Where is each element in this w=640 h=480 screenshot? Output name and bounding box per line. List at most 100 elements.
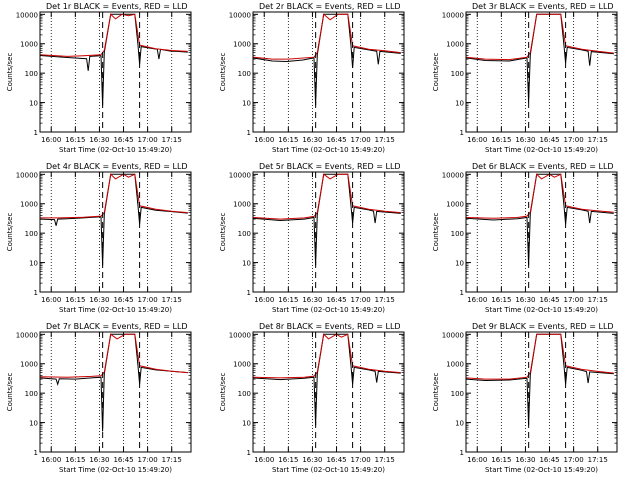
- plot-frame: [39, 171, 192, 293]
- y-tick-label: 10: [455, 420, 464, 428]
- x-tick-label: 16:45: [326, 296, 346, 304]
- events-series-line: [40, 13, 188, 106]
- x-axis-label: Start Time (02-Oct-10 15:49:20): [59, 466, 172, 474]
- events-series-line: [253, 333, 401, 426]
- y-tick-label: 100: [25, 70, 38, 78]
- x-tick-label: 16:30: [515, 136, 535, 144]
- x-tick-label: 17:00: [564, 136, 584, 144]
- y-tick-label: 1000: [233, 361, 251, 369]
- x-tick-label: 16:00: [467, 136, 487, 144]
- chart-title: Det 2r BLACK = Events, RED = LLD: [259, 2, 401, 11]
- y-tick-label: 10000: [16, 331, 38, 339]
- y-tick-label: 100: [451, 390, 464, 398]
- chart-title: Det 3r BLACK = Events, RED = LLD: [472, 2, 614, 11]
- x-tick-label: 17:00: [351, 136, 371, 144]
- x-tick-label: 16:45: [326, 456, 346, 464]
- events-series-line: [466, 173, 614, 266]
- x-tick-label: 16:45: [539, 296, 559, 304]
- y-axis-label: Counts/sec: [6, 373, 14, 412]
- x-axis-label: Start Time (02-Oct-10 15:49:20): [272, 146, 385, 154]
- x-tick-label: 17:15: [162, 456, 182, 464]
- x-tick-label: 16:15: [65, 136, 85, 144]
- x-tick-label: 16:30: [89, 456, 109, 464]
- x-tick-label: 17:15: [588, 296, 608, 304]
- x-tick-label: 17:15: [162, 136, 182, 144]
- x-tick-label: 17:15: [375, 136, 395, 144]
- x-tick-label: 16:15: [491, 456, 511, 464]
- y-tick-label: 1000: [233, 41, 251, 49]
- chart-title: Det 5r BLACK = Events, RED = LLD: [259, 162, 401, 171]
- y-axis-label: Counts/sec: [432, 213, 440, 252]
- x-tick-label: 17:00: [564, 296, 584, 304]
- data-layer: [40, 13, 188, 106]
- events-series-line: [40, 173, 188, 266]
- y-tick-label: 1: [247, 289, 251, 297]
- x-tick-label: 17:00: [138, 456, 158, 464]
- events-series-line: [253, 13, 401, 106]
- y-tick-label: 1000: [20, 201, 38, 209]
- y-axis-label: Counts/sec: [432, 373, 440, 412]
- x-tick-label: 17:00: [138, 296, 158, 304]
- plot-frame: [252, 11, 405, 133]
- y-tick-label: 100: [451, 230, 464, 238]
- y-tick-label: 1: [247, 129, 251, 137]
- x-tick-label: 16:30: [302, 296, 322, 304]
- chart-panel: Det 2r BLACK = Events, RED = LLD 1 10 100 10…: [219, 2, 405, 154]
- x-tick-label: 16:15: [65, 456, 85, 464]
- y-axis-label: Counts/sec: [6, 213, 14, 252]
- y-tick-label: 10000: [229, 171, 251, 179]
- x-axis-label: Start Time (02-Oct-10 15:49:20): [485, 306, 598, 314]
- data-layer: [40, 173, 188, 266]
- chart-title: Det 7r BLACK = Events, RED = LLD: [46, 322, 188, 331]
- x-tick-label: 17:15: [588, 456, 608, 464]
- y-tick-label: 10: [242, 260, 251, 268]
- data-layer: [466, 173, 614, 266]
- data-layer: [40, 333, 188, 432]
- x-tick-label: 16:15: [278, 296, 298, 304]
- lld-series-line: [40, 333, 188, 378]
- x-tick-label: 17:00: [351, 296, 371, 304]
- plot-frame: [465, 331, 618, 453]
- chart-title: Det 6r BLACK = Events, RED = LLD: [472, 162, 614, 171]
- x-tick-label: 16:00: [467, 296, 487, 304]
- events-series-line: [40, 333, 188, 432]
- y-tick-label: 1: [34, 449, 38, 457]
- chart-panel: Det 4r BLACK = Events, RED = LLD 1 10 100 10…: [6, 162, 192, 314]
- chart-panel: Det 8r BLACK = Events, RED = LLD 1 10 100 10…: [219, 322, 405, 474]
- y-tick-label: 1000: [20, 361, 38, 369]
- x-tick-label: 16:30: [89, 296, 109, 304]
- x-tick-label: 16:00: [41, 296, 61, 304]
- x-axis-label: Start Time (02-Oct-10 15:49:20): [59, 306, 172, 314]
- y-axis-label: Counts/sec: [219, 53, 227, 92]
- data-layer: [466, 13, 614, 103]
- y-tick-label: 10: [455, 100, 464, 108]
- x-tick-label: 16:45: [113, 456, 133, 464]
- data-layer: [253, 13, 401, 106]
- x-tick-label: 17:15: [375, 456, 395, 464]
- y-tick-label: 10000: [442, 171, 464, 179]
- plot-frame: [252, 171, 405, 293]
- y-tick-label: 100: [25, 230, 38, 238]
- x-tick-label: 17:15: [588, 136, 608, 144]
- data-layer: [253, 333, 401, 426]
- x-axis-label: Start Time (02-Oct-10 15:49:20): [59, 146, 172, 154]
- x-tick-label: 16:00: [254, 296, 274, 304]
- y-tick-label: 1: [34, 289, 38, 297]
- y-axis-label: Counts/sec: [6, 53, 14, 92]
- x-tick-label: 16:45: [113, 136, 133, 144]
- events-series-line: [466, 333, 614, 426]
- x-tick-label: 17:00: [351, 456, 371, 464]
- y-tick-label: 1000: [20, 41, 38, 49]
- y-axis-label: Counts/sec: [432, 53, 440, 92]
- lld-series-line: [466, 333, 614, 380]
- x-tick-label: 16:00: [254, 136, 274, 144]
- y-tick-label: 10000: [229, 331, 251, 339]
- lld-series-line: [466, 13, 614, 61]
- lld-series-line: [40, 13, 188, 57]
- y-tick-label: 1: [34, 129, 38, 137]
- y-tick-label: 10000: [229, 11, 251, 19]
- x-tick-label: 16:15: [491, 296, 511, 304]
- x-axis-label: Start Time (02-Oct-10 15:49:20): [272, 466, 385, 474]
- x-tick-label: 16:15: [278, 456, 298, 464]
